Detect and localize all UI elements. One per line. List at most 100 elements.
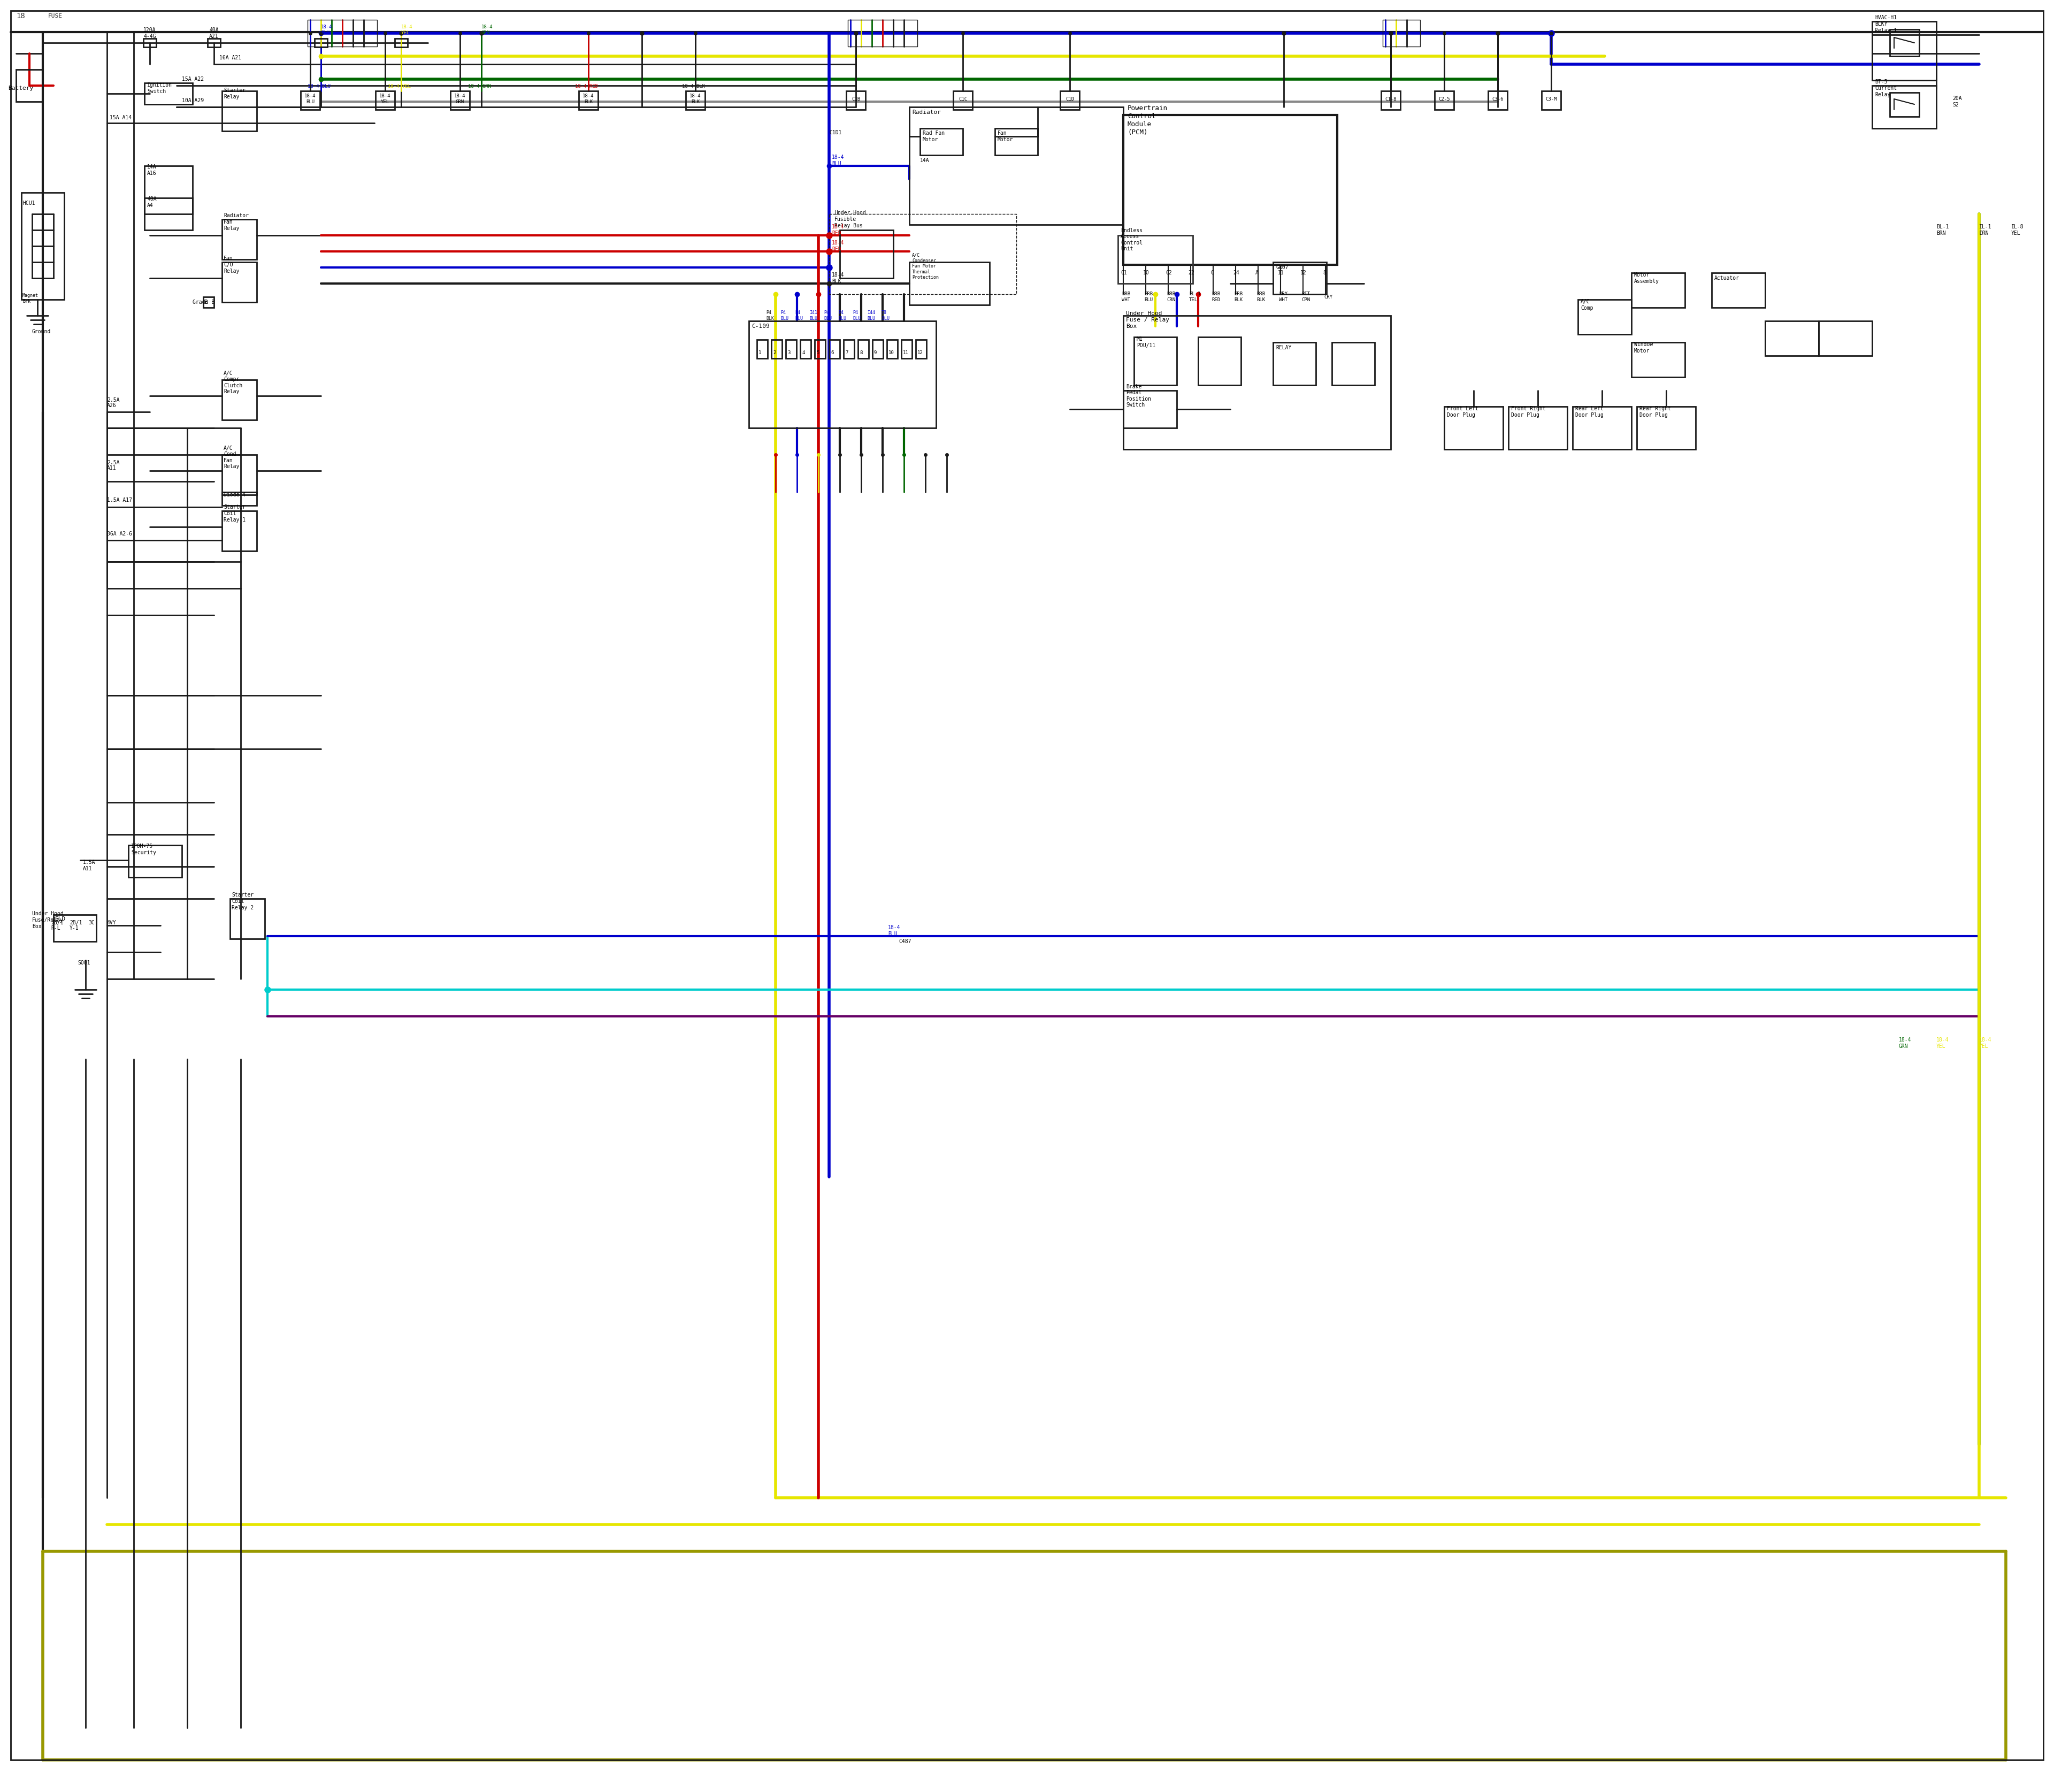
Text: HCU1: HCU1 bbox=[23, 201, 35, 206]
Bar bbox=[1134, 337, 1177, 385]
Text: 18-4
BLU: 18-4 BLU bbox=[320, 25, 333, 36]
Bar bbox=[830, 340, 840, 358]
Text: 1.5A
A11: 1.5A A11 bbox=[82, 860, 94, 871]
Text: 18-4
RED: 18-4 RED bbox=[832, 240, 844, 253]
Bar bbox=[144, 167, 193, 213]
Text: 18-4 RED: 18-4 RED bbox=[575, 84, 598, 90]
Bar bbox=[756, 340, 768, 358]
Text: T8
BLU: T8 BLU bbox=[881, 310, 889, 321]
Text: BL-1
BRN: BL-1 BRN bbox=[1937, 224, 1949, 237]
Text: 24: 24 bbox=[1232, 271, 1239, 276]
Text: 120A
4-4G: 120A 4-4G bbox=[144, 27, 156, 39]
Bar bbox=[21, 192, 64, 299]
Text: BRB
RED: BRB RED bbox=[1212, 292, 1220, 303]
Text: 18-4
GRN: 18-4 GRN bbox=[481, 25, 493, 36]
Bar bbox=[953, 91, 972, 109]
Text: 18-4
RED: 18-4 RED bbox=[832, 224, 844, 237]
Text: 11: 11 bbox=[1278, 271, 1284, 276]
Bar bbox=[846, 91, 865, 109]
Text: Starter
Relay: Starter Relay bbox=[224, 88, 246, 99]
Text: BT-5
Current
Relay: BT-5 Current Relay bbox=[1875, 79, 1896, 97]
Bar bbox=[222, 262, 257, 303]
Bar bbox=[230, 898, 265, 939]
Bar bbox=[1631, 272, 1684, 308]
Text: BRB
CRN: BRB CRN bbox=[1167, 292, 1175, 303]
Text: BRB
BLK: BRB BLK bbox=[1257, 292, 1265, 303]
Text: P4
BLU: P4 BLU bbox=[795, 310, 803, 321]
Text: P4
BLU: P4 BLU bbox=[781, 310, 789, 321]
Text: Brake
Pedal
Position
Switch: Brake Pedal Position Switch bbox=[1126, 383, 1150, 409]
Bar bbox=[1871, 86, 1937, 129]
Bar bbox=[1444, 407, 1504, 450]
Text: A11: A11 bbox=[107, 466, 117, 471]
Bar bbox=[1543, 91, 1561, 109]
Text: Window
Motor: Window Motor bbox=[1635, 342, 1653, 353]
Text: 22: 22 bbox=[1187, 271, 1193, 276]
Text: 10A A29: 10A A29 bbox=[183, 99, 203, 104]
Text: 10: 10 bbox=[889, 351, 893, 355]
Text: B: B bbox=[203, 299, 207, 305]
Bar bbox=[222, 455, 257, 495]
Text: 3: 3 bbox=[787, 351, 791, 355]
Text: DRY
WHT: DRY WHT bbox=[1280, 292, 1288, 303]
Text: A/C
Cond
Fan
Relay: A/C Cond Fan Relay bbox=[224, 446, 240, 470]
Bar bbox=[848, 20, 918, 47]
Text: 18-4
BLU: 18-4 BLU bbox=[832, 154, 844, 167]
Text: P4
BLU: P4 BLU bbox=[838, 310, 846, 321]
Text: 1: 1 bbox=[758, 351, 762, 355]
Bar bbox=[840, 229, 893, 278]
Text: 3C: 3C bbox=[88, 919, 94, 925]
Bar bbox=[916, 340, 926, 358]
Text: 18-4
YEL: 18-4 YEL bbox=[401, 25, 413, 36]
Text: A: A bbox=[1255, 271, 1259, 276]
Bar bbox=[1117, 235, 1193, 283]
Text: C1C: C1C bbox=[959, 97, 967, 102]
Bar bbox=[772, 340, 783, 358]
Text: BRB
WHT: BRB WHT bbox=[1121, 292, 1130, 303]
Bar bbox=[394, 38, 407, 47]
Text: C1D: C1D bbox=[1066, 97, 1074, 102]
Bar bbox=[1871, 22, 1937, 81]
Bar bbox=[1434, 91, 1454, 109]
Bar bbox=[887, 340, 898, 358]
Bar bbox=[686, 91, 705, 109]
Bar bbox=[750, 321, 937, 428]
Text: 18-4
BLK: 18-4 BLK bbox=[583, 93, 594, 104]
Bar bbox=[308, 20, 378, 47]
Text: IPOM-75
Security: IPOM-75 Security bbox=[131, 844, 156, 855]
Bar bbox=[222, 219, 257, 260]
Bar bbox=[1631, 342, 1684, 376]
Bar bbox=[1273, 342, 1317, 385]
Bar bbox=[1197, 337, 1241, 385]
Bar bbox=[144, 197, 193, 229]
Text: C: C bbox=[1210, 271, 1214, 276]
Text: C3-M: C3-M bbox=[1545, 97, 1557, 102]
Text: C487: C487 bbox=[900, 939, 912, 944]
Text: BL-1
TEL: BL-1 TEL bbox=[1189, 292, 1202, 303]
Text: RELAY: RELAY bbox=[1276, 346, 1292, 351]
Bar bbox=[1331, 342, 1374, 385]
Text: 18-4 BLK: 18-4 BLK bbox=[682, 84, 705, 90]
Text: Under Hood
Fuse / Relay
Box: Under Hood Fuse / Relay Box bbox=[1126, 312, 1169, 328]
Bar bbox=[994, 129, 1037, 156]
Text: A26: A26 bbox=[107, 403, 117, 409]
Text: HVAC-H1
BLKY
Relay 1: HVAC-H1 BLKY Relay 1 bbox=[1875, 14, 1896, 32]
Bar bbox=[222, 91, 257, 131]
Text: 10: 10 bbox=[1144, 271, 1150, 276]
Bar bbox=[859, 340, 869, 358]
Text: 4: 4 bbox=[801, 351, 805, 355]
Text: Radiator
Fan
Relay: Radiator Fan Relay bbox=[224, 213, 249, 231]
Text: A/C
Comp: A/C Comp bbox=[1582, 299, 1594, 310]
Text: C1B: C1B bbox=[852, 97, 861, 102]
Text: 8: 8 bbox=[1323, 271, 1327, 276]
Text: 18-4
GRN: 18-4 GRN bbox=[1898, 1038, 1912, 1048]
Bar bbox=[1124, 115, 1337, 265]
Bar bbox=[787, 340, 797, 358]
Bar bbox=[1573, 407, 1631, 450]
Bar bbox=[801, 340, 811, 358]
Text: 40A
A4: 40A A4 bbox=[148, 197, 156, 208]
Text: 20A
S2: 20A S2 bbox=[1953, 95, 1962, 108]
Bar bbox=[844, 340, 854, 358]
Text: Rear Left
Door Plug: Rear Left Door Plug bbox=[1575, 407, 1604, 418]
Bar bbox=[873, 340, 883, 358]
